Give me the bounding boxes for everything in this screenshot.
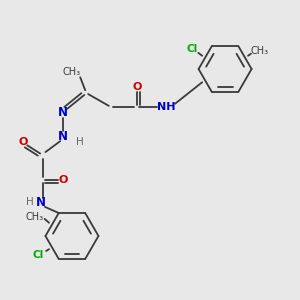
- Text: CH₃: CH₃: [25, 212, 44, 222]
- Text: CH₃: CH₃: [63, 67, 81, 77]
- Text: NH: NH: [157, 102, 176, 112]
- Text: N: N: [58, 106, 68, 119]
- Text: N: N: [36, 196, 46, 209]
- Text: Cl: Cl: [32, 250, 44, 260]
- Text: H: H: [76, 137, 84, 147]
- Text: CH₃: CH₃: [250, 46, 268, 56]
- Text: O: O: [18, 137, 28, 147]
- Text: O: O: [58, 175, 68, 185]
- Text: Cl: Cl: [186, 44, 197, 54]
- Text: H: H: [26, 197, 34, 207]
- Text: O: O: [132, 82, 141, 92]
- Text: N: N: [58, 130, 68, 143]
